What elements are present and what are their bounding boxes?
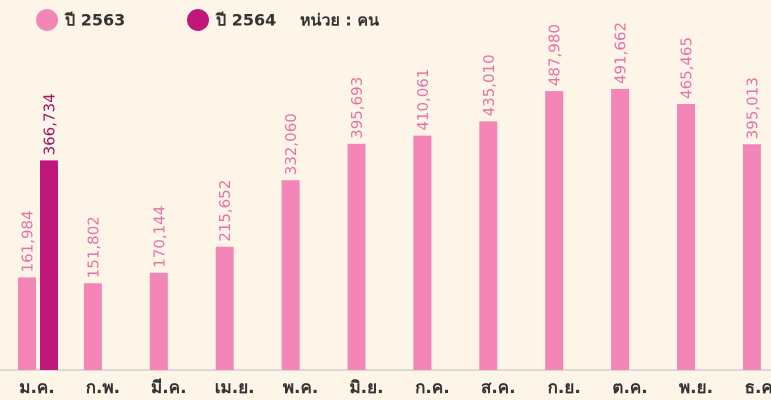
- x-tick-label: ต.ค.: [612, 378, 647, 398]
- legend-swatch: [36, 9, 58, 31]
- x-tick-label: พ.ค.: [283, 378, 319, 398]
- x-tick-label: ก.พ.: [86, 378, 120, 398]
- value-label: 215,652: [216, 180, 234, 242]
- x-tick-label: ธ.ค.: [745, 378, 771, 398]
- x-tick-label: ก.ย.: [548, 378, 581, 398]
- bar: [611, 89, 630, 370]
- value-label: 395,013: [743, 77, 761, 139]
- bar: [413, 135, 432, 370]
- value-label: 491,662: [612, 22, 630, 84]
- legend-label: ปี 2563: [64, 11, 126, 30]
- value-label: 487,980: [546, 24, 564, 86]
- value-label: 410,061: [414, 69, 432, 131]
- value-label: 161,984: [19, 210, 37, 272]
- unit-label: หน่วย : คน: [300, 11, 379, 30]
- value-label: 395,693: [348, 77, 366, 139]
- bar: [215, 246, 234, 370]
- bar: [83, 283, 102, 370]
- value-label: 151,802: [84, 216, 102, 278]
- x-tick-label: ม.ค.: [19, 378, 55, 398]
- x-tick-label: เม.ย.: [215, 378, 255, 398]
- x-tick-label: ก.ค.: [415, 378, 450, 398]
- legend-swatch: [187, 9, 209, 31]
- value-label: 465,465: [678, 37, 696, 99]
- x-tick-label: มิ.ย.: [349, 378, 383, 398]
- bar: [347, 143, 366, 370]
- x-tick-label: มี.ค.: [151, 377, 187, 398]
- legend-label: ปี 2564: [215, 11, 277, 30]
- value-label: 435,010: [480, 54, 498, 116]
- value-label: 366,734: [41, 93, 59, 155]
- bar: [479, 121, 498, 371]
- value-label: 332,060: [282, 113, 300, 175]
- bar: [742, 144, 761, 370]
- bar: [149, 272, 168, 370]
- x-tick-label: พ.ย.: [679, 378, 713, 398]
- x-tick-label: ส.ค.: [481, 378, 516, 398]
- value-label: 170,144: [150, 206, 168, 268]
- bar: [281, 180, 300, 370]
- bar: [18, 277, 36, 370]
- bar: [40, 160, 58, 370]
- bar: [677, 103, 695, 370]
- bar: [545, 91, 564, 371]
